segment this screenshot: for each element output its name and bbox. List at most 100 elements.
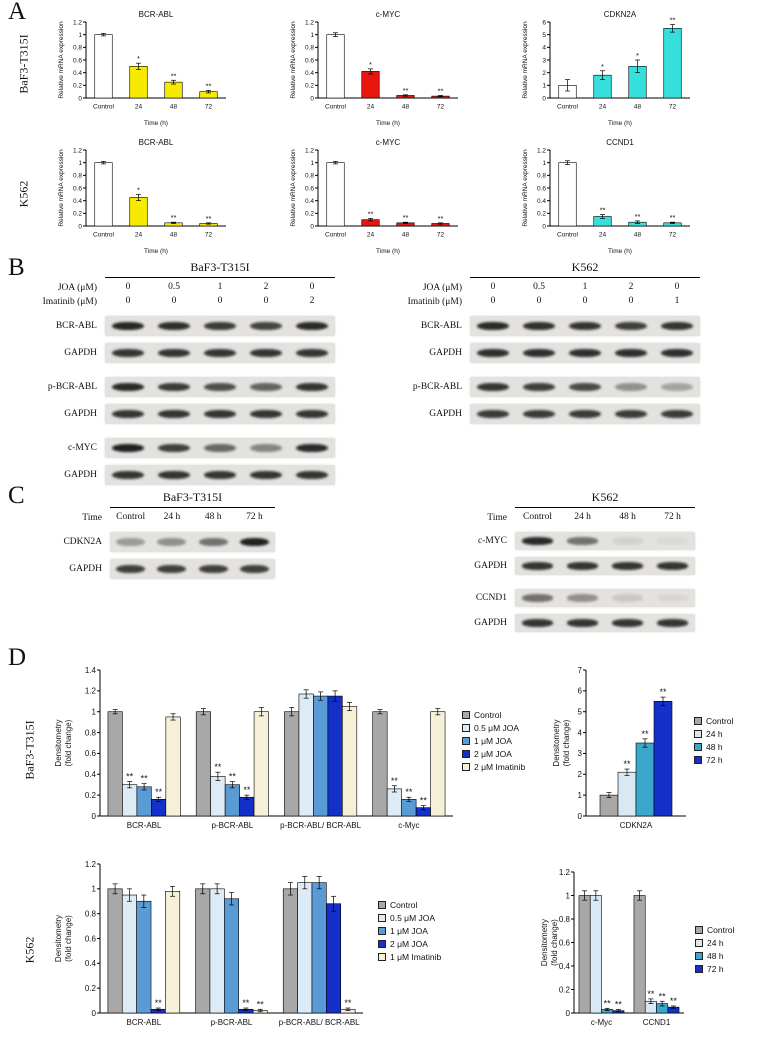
svg-text:**: **: [229, 772, 237, 782]
svg-text:24: 24: [135, 104, 143, 111]
blot-band: [521, 562, 554, 570]
blot-band: [249, 382, 283, 392]
blot-group-b-k562: K562 JOA (μM) 0 0.5 1 2 0 Imatinib (μM) 0 0 0 0 1 BCR…: [375, 260, 715, 424]
svg-text:0.6: 0.6: [305, 57, 314, 64]
svg-text:Relative mRNA expression: Relative mRNA expression: [522, 149, 529, 227]
legend-swatch-icon: [462, 737, 470, 745]
blot-band: [203, 382, 237, 392]
svg-text:0.4: 0.4: [559, 962, 571, 971]
legend-swatch-icon: [462, 750, 470, 758]
condition-value: 0: [536, 296, 542, 306]
bar-chart-svg: 0 0.2 0.4 0.6 0.8 1 1.2 CCND1 Relative mRNA expr…: [522, 138, 690, 255]
svg-text:0: 0: [78, 95, 82, 102]
svg-text:0.8: 0.8: [85, 909, 97, 918]
blot-film: [105, 316, 335, 336]
svg-text:1: 1: [310, 160, 314, 167]
svg-text:5: 5: [578, 708, 583, 717]
blot-film: [470, 316, 700, 336]
blot-row: CCND1: [420, 589, 710, 607]
svg-text:1.4: 1.4: [85, 666, 97, 675]
blot-band: [656, 619, 689, 627]
svg-text:0.2: 0.2: [305, 83, 314, 90]
svg-text:**: **: [155, 787, 163, 797]
legend-label: 0.5 μM JOA: [474, 723, 520, 733]
svg-text:0: 0: [92, 812, 97, 821]
bar-chart-svg: 0 1 2 3 4 5 6 7 Densitometry (fold change) ** ** ** C…: [552, 666, 686, 830]
blot-band: [157, 409, 191, 419]
blot-band: [116, 537, 146, 547]
blot-film: [515, 557, 695, 575]
blot-band: [203, 409, 237, 419]
svg-text:p-BCR-ABL: p-BCR-ABL: [211, 821, 253, 830]
blot-band: [111, 409, 145, 419]
condition-value: 0: [582, 296, 588, 306]
svg-text:c-Myc: c-Myc: [398, 821, 419, 830]
legend-swatch-icon: [462, 711, 470, 719]
legend-item: 1 μM JOA: [462, 736, 525, 746]
blot-band: [476, 382, 510, 392]
legend-item: 2 μM JOA: [378, 939, 441, 949]
legend-label: 72 h: [707, 964, 724, 974]
condition-value: 72 h: [664, 512, 681, 522]
svg-text:**: **: [405, 787, 413, 797]
blot-band: [157, 537, 187, 547]
condition-values: Control 24 h 48 h 72 h: [515, 511, 695, 525]
legend-label: 1 μM JOA: [390, 926, 428, 936]
blot-band: [522, 409, 556, 419]
bar-chart-svg: 0 0.2 0.4 0.6 0.8 1 1.2 c-MYC Relative mRNA expr…: [290, 138, 458, 255]
bar-chart-svg: 0 0.2 0.4 0.6 0.8 1 1.2 BCR-ABL Relative mRNA ex…: [58, 10, 226, 127]
bar-chart-svg: 0 0.2 0.4 0.6 0.8 1 1.2 c-MYC Relative mRNA expr…: [290, 10, 458, 127]
svg-text:1: 1: [578, 791, 583, 800]
svg-text:0.6: 0.6: [559, 938, 571, 947]
svg-text:**: **: [420, 796, 428, 806]
svg-text:**: **: [403, 213, 409, 222]
blot-row: c-MYC: [420, 532, 710, 550]
blot-band: [239, 564, 269, 574]
svg-text:*: *: [369, 60, 372, 69]
svg-text:**: **: [141, 774, 149, 784]
blot-row: c-MYC: [10, 438, 350, 458]
blot-label: c-MYC: [477, 536, 507, 546]
panel-c-letter: C: [8, 482, 25, 509]
blot-band: [239, 537, 269, 547]
condition-value: 0: [309, 282, 315, 292]
svg-text:0.8: 0.8: [537, 173, 546, 180]
blot-band: [203, 348, 237, 358]
panel-a-row2-label: K562: [16, 180, 31, 208]
svg-text:0.2: 0.2: [559, 985, 571, 994]
chart-k562-c-myc-mrna: 0 0.2 0.4 0.6 0.8 1 1.2 c-MYC Relative mRNA expr…: [286, 134, 466, 261]
condition-row: JOA (μM) 0 0.5 1 2 0: [375, 281, 715, 295]
svg-text:0.2: 0.2: [85, 791, 97, 800]
blot-band: [566, 594, 599, 602]
blot-group-c-baf3: BaF3-T315I Time Control 24 h 48 h 72 h CDKN2A G…: [15, 490, 295, 579]
svg-text:**: **: [670, 213, 676, 222]
svg-text:1.2: 1.2: [537, 147, 546, 154]
condition-row: Time Control 24 h 48 h 72 h: [420, 511, 710, 525]
blot-band: [476, 409, 510, 419]
svg-text:p-BCR-ABL/ BCR-ABL: p-BCR-ABL/ BCR-ABL: [279, 1018, 360, 1027]
svg-text:**: **: [206, 214, 212, 223]
blot-film: [105, 343, 335, 363]
blot-band: [521, 619, 554, 627]
bar-chart-svg: 0 0.2 0.4 0.6 0.8 1 1.2 Densitometry (fold chang…: [54, 860, 363, 1027]
blot-group-header: K562: [515, 490, 695, 508]
svg-text:0: 0: [310, 95, 314, 102]
legend-k562-cmyc-ccnd1: Control 24 h 48 h 72 h: [695, 925, 734, 974]
legend-label: 1 μM JOA: [474, 736, 512, 746]
svg-text:48: 48: [402, 104, 410, 111]
legend-swatch-icon: [695, 965, 703, 973]
blot-band: [295, 443, 329, 453]
svg-text:0.8: 0.8: [559, 915, 571, 924]
blot-band: [566, 562, 599, 570]
blot-band: [198, 537, 228, 547]
condition-label: Time: [82, 513, 102, 523]
svg-text:*: *: [636, 51, 639, 60]
condition-value: 0: [628, 296, 634, 306]
blot-label: GAPDH: [69, 564, 102, 574]
legend-swatch-icon: [378, 953, 386, 961]
svg-text:0.2: 0.2: [73, 83, 82, 90]
legend-label: 24 h: [707, 938, 724, 948]
legend-swatch-icon: [378, 927, 386, 935]
svg-text:(fold change): (fold change): [64, 915, 73, 962]
legend-baf3-cdkn2a: Control 24 h 48 h 72 h: [694, 716, 733, 765]
